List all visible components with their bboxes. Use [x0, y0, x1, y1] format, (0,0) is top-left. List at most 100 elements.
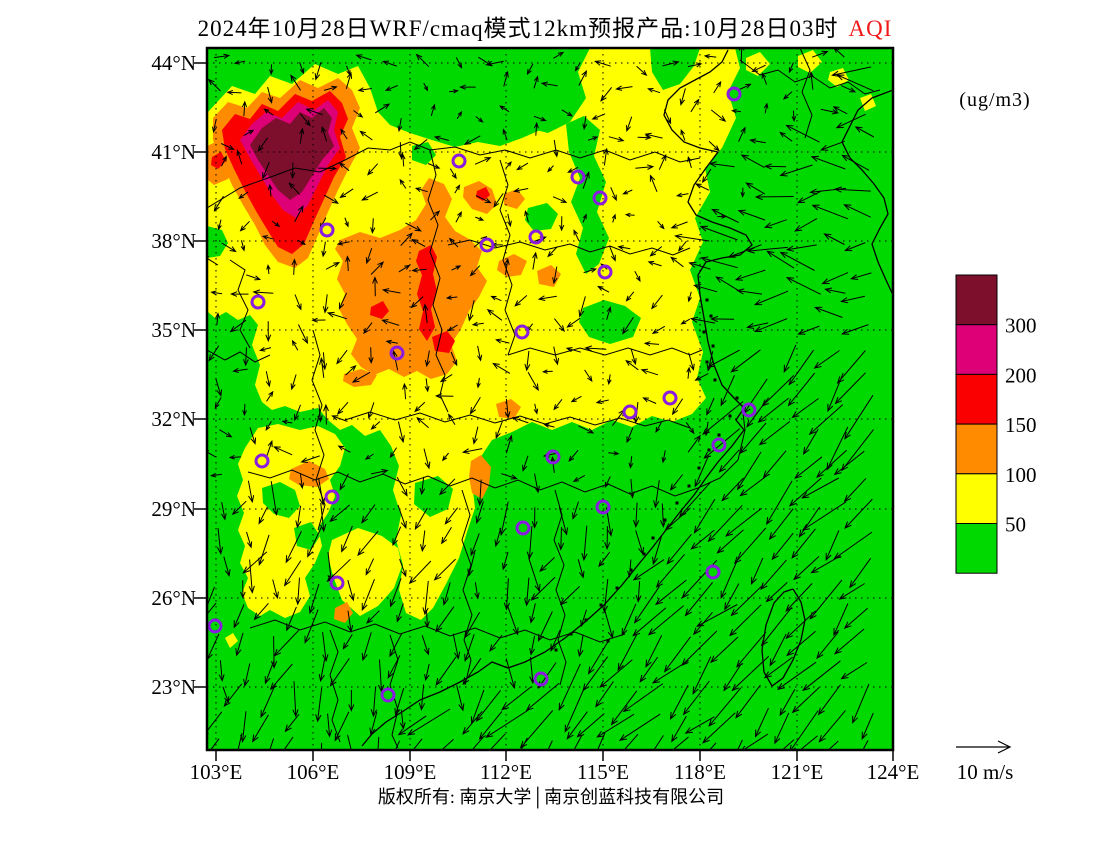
wind-arrow	[243, 663, 251, 687]
province-boundary	[207, 349, 271, 363]
wind-arrow	[849, 557, 872, 589]
wind-arrow	[329, 504, 351, 523]
wind-arrow	[607, 374, 612, 386]
wind-arrow	[827, 372, 844, 413]
aqi-region-green	[650, 48, 700, 90]
wind-arrow	[710, 109, 727, 122]
wind-arrow	[736, 451, 762, 491]
wind-arrow	[735, 684, 761, 719]
wind-arrow	[753, 290, 789, 306]
colorbar-cell-green	[955, 523, 998, 574]
wind-arrow	[389, 578, 402, 608]
wind-arrow	[450, 351, 458, 367]
lat-tick-label: 38°N	[151, 229, 196, 253]
wind-arrow	[578, 69, 588, 86]
colorbar-cell-orange	[955, 423, 998, 475]
wind-arrow	[355, 54, 372, 61]
wind-arrow	[606, 306, 612, 320]
wind-arrow	[603, 147, 609, 166]
wind-arrow	[474, 157, 492, 165]
wind-arrow	[794, 456, 823, 479]
wind-arrow	[367, 163, 379, 176]
wind-arrow	[836, 74, 874, 92]
wind-arrow	[476, 479, 484, 507]
wind-arrow	[334, 711, 350, 742]
figure-title: 2024年10月28日WRF/cmaq模式12km预报产品:10月28日03时 A…	[198, 16, 893, 41]
city-marker	[207, 618, 223, 634]
coastline	[841, 89, 893, 296]
wind-arrow	[471, 321, 484, 327]
wind-arrow	[341, 525, 353, 553]
wind-arrow	[541, 369, 553, 374]
wind-arrow	[731, 108, 741, 114]
wind-arrow	[219, 429, 233, 438]
wind-arrow	[490, 295, 502, 302]
wind-arrow	[833, 186, 871, 193]
island-dot	[584, 618, 588, 622]
wind-arrow	[734, 269, 766, 281]
wind-arrow	[827, 740, 839, 750]
wind-arrow	[411, 267, 427, 273]
wind-arrow	[763, 163, 787, 170]
wind-arrow	[331, 415, 348, 422]
wind-arrow	[400, 153, 406, 167]
wind-arrow	[501, 473, 518, 480]
wind-arrow	[260, 683, 276, 719]
aqi-region-yellow	[746, 52, 770, 76]
wind-arrow	[645, 635, 663, 668]
wind-arrow	[729, 604, 762, 637]
wind-arrow	[566, 711, 588, 740]
wind-arrow	[840, 662, 868, 680]
wind-arrow	[634, 270, 641, 283]
city-marker	[514, 324, 530, 340]
colorbar-tick-label: 150	[1005, 413, 1037, 437]
wind-arrow	[269, 738, 275, 750]
wind-arrow	[514, 295, 528, 307]
aqi-region-green	[579, 300, 641, 344]
wind-arrow	[572, 501, 579, 520]
wind-arrow	[727, 244, 762, 258]
province-boundary	[553, 489, 567, 686]
wind-arrow	[308, 583, 320, 615]
wind-arrow	[489, 634, 503, 652]
wind-arrow	[485, 709, 529, 738]
wind-arrow	[785, 277, 821, 295]
wind-arrow	[629, 478, 635, 499]
wind-arrow	[424, 378, 430, 393]
wind-arrow	[765, 582, 788, 603]
wind-arrow	[292, 681, 299, 718]
wind-arrow	[323, 194, 340, 204]
wind-arrow	[664, 507, 691, 531]
wind-arrow	[788, 349, 815, 386]
wind-arrow	[647, 260, 662, 267]
wind-arrow	[243, 129, 255, 137]
wind-arrow	[258, 534, 270, 566]
wind-arrow	[672, 736, 689, 750]
wind-arrow	[456, 685, 465, 712]
wind-arrow	[684, 716, 715, 734]
wind-arrow	[299, 474, 305, 490]
wind-arrow	[233, 604, 245, 629]
wind-arrow	[222, 686, 230, 704]
wind-arrow	[715, 276, 741, 293]
city-marker	[319, 222, 335, 238]
wind-arrow	[318, 659, 326, 683]
wind-arrow	[235, 632, 244, 657]
wind-arrow	[530, 576, 556, 601]
wind-arrow	[433, 558, 456, 581]
wind-arrow	[361, 191, 379, 201]
wind-arrow	[209, 738, 220, 750]
wind-arrow	[718, 449, 740, 473]
wind-arrow	[687, 62, 703, 68]
wind-arrow	[513, 187, 529, 193]
wind-arrow	[347, 579, 355, 602]
wind-arrow	[644, 132, 663, 139]
province-boundary	[447, 239, 691, 256]
wind-arrow	[344, 217, 349, 228]
wind-arrow	[825, 530, 840, 562]
wind-arrow	[462, 710, 483, 735]
wind-arrow	[649, 246, 663, 257]
wind-arrow	[655, 553, 685, 588]
wind-arrow	[399, 709, 406, 730]
wind-arrow	[370, 468, 389, 475]
